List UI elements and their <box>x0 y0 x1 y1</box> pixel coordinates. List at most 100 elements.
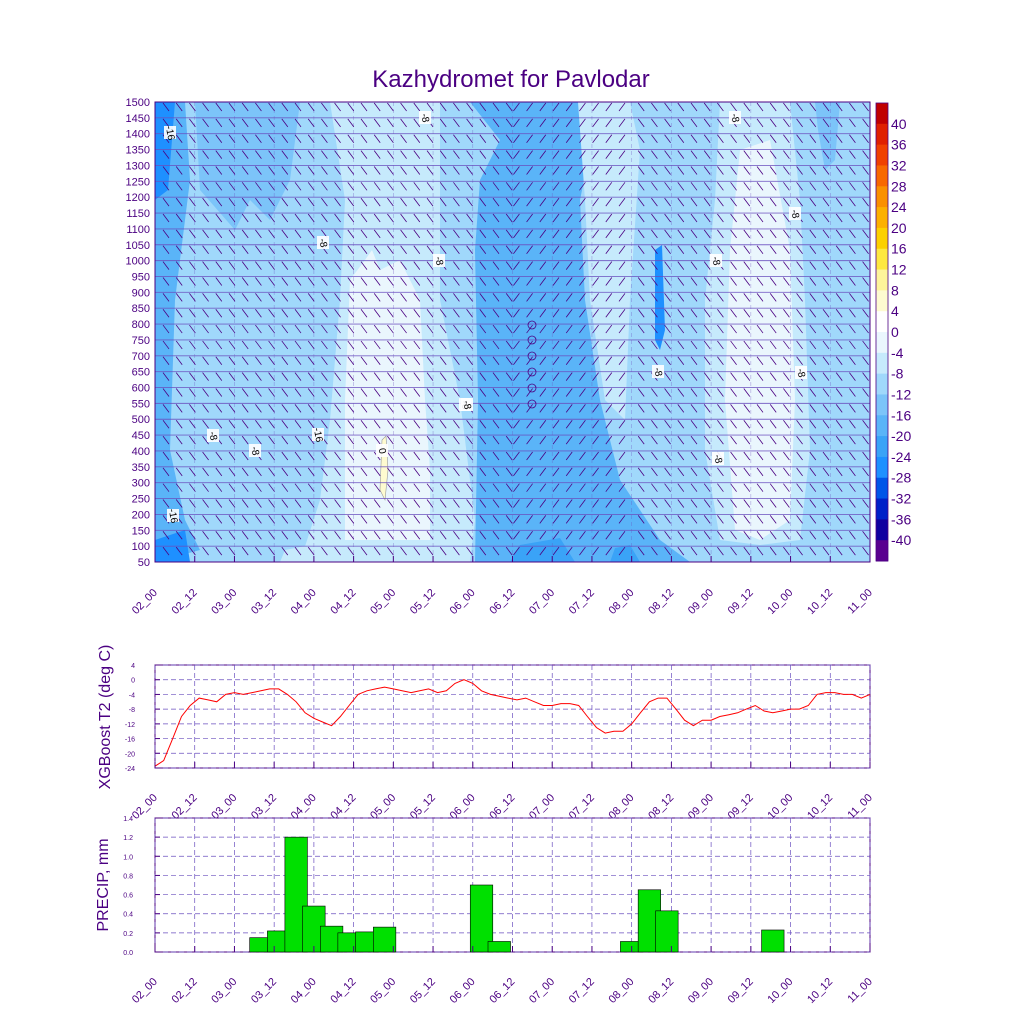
wind-barb <box>664 451 671 461</box>
wind-barb <box>769 467 777 477</box>
wind-barb <box>552 324 560 334</box>
wind-barb <box>703 182 711 191</box>
t2-y-tick-label: -20 <box>125 751 135 758</box>
wind-barb <box>618 150 626 159</box>
colorbar-frame <box>875 102 889 562</box>
wind-barb <box>162 197 170 207</box>
wind-barb <box>743 197 751 207</box>
wind-barb <box>202 340 209 350</box>
wind-barb <box>387 229 394 239</box>
wind-barb <box>730 182 737 191</box>
wind-barb <box>809 277 817 286</box>
wind-barb <box>783 324 790 334</box>
wind-barb <box>479 372 487 381</box>
wind-barb <box>605 435 613 445</box>
wind-barb <box>413 467 421 477</box>
wind-barb <box>592 388 599 397</box>
wind-barb <box>862 197 869 207</box>
precip-bar <box>469 884 494 953</box>
wind-barb <box>717 420 724 429</box>
wind-barb <box>835 197 843 207</box>
wind-barb <box>307 308 315 318</box>
wind-barb <box>552 483 560 492</box>
wind-barb <box>605 546 613 556</box>
wind-barb <box>717 102 724 112</box>
wind-barb <box>690 102 698 112</box>
colorbar-label: 12 <box>891 262 907 278</box>
wind-barb <box>215 531 223 540</box>
wind-barb <box>756 324 764 334</box>
calm-wind-circle <box>527 367 537 377</box>
wind-barb <box>294 182 302 191</box>
wind-barb <box>835 213 843 223</box>
wind-barb <box>321 213 328 223</box>
wind-barb <box>513 134 520 143</box>
wind-barb <box>202 546 209 556</box>
wind-barb <box>492 150 500 159</box>
wind-barb <box>439 229 447 239</box>
wind-barb <box>796 197 803 207</box>
wind-barb <box>334 420 341 429</box>
wind-barb <box>809 340 817 350</box>
wind-barb <box>526 293 533 302</box>
wind-barb <box>703 435 711 445</box>
wind-barb <box>202 404 209 413</box>
wind-barb <box>241 261 249 270</box>
y-tick-label: 600 <box>132 383 150 395</box>
wind-barb <box>618 531 626 540</box>
wind-barb <box>307 197 315 207</box>
wind-barb <box>334 404 341 413</box>
wind-barb <box>334 531 341 540</box>
wind-barb <box>189 293 196 302</box>
wind-barb <box>822 261 830 270</box>
colorbar-label: -20 <box>891 428 911 444</box>
wind-barb <box>703 451 711 461</box>
wind-barb <box>769 213 777 223</box>
wind-barb <box>651 213 658 223</box>
wind-barb <box>426 404 434 413</box>
wind-barb <box>400 467 407 477</box>
wind-barb <box>268 182 275 191</box>
wind-barb <box>539 229 547 239</box>
wind-barb <box>605 118 613 128</box>
wind-barb <box>513 515 520 524</box>
wind-barb <box>849 118 856 128</box>
wind-barb <box>228 245 236 254</box>
x-tick-label: 06_12 <box>487 587 517 617</box>
wind-barb <box>255 102 262 112</box>
wind-barb <box>730 277 737 286</box>
wind-barb <box>492 229 500 239</box>
wind-barb <box>255 118 262 128</box>
y-tick-label: 350 <box>132 462 150 474</box>
wind-barb <box>479 499 487 508</box>
wind-barb <box>513 150 520 159</box>
colorbar-swatch <box>876 519 888 541</box>
wind-barb <box>539 118 547 128</box>
wind-barb <box>637 182 645 191</box>
wind-barb <box>717 293 724 302</box>
wind-barb <box>255 261 262 270</box>
x-tick-label: 03_00 <box>209 792 239 822</box>
wind-barb <box>605 467 613 477</box>
wind-barb <box>730 435 737 445</box>
wind-barb <box>492 388 500 397</box>
wind-barb <box>552 546 560 556</box>
wind-barb <box>400 372 407 381</box>
x-tick-label: 06_00 <box>448 587 478 617</box>
wind-barb <box>552 134 560 143</box>
wind-barb <box>175 467 183 477</box>
wind-barb <box>730 356 737 366</box>
wind-barb <box>175 404 183 413</box>
wind-barb <box>703 150 711 159</box>
wind-barb <box>321 515 328 524</box>
wind-barb <box>605 404 613 413</box>
wind-barb <box>835 150 843 159</box>
wind-barb <box>439 435 447 445</box>
colorbar-swatch <box>876 540 888 562</box>
x-tick-label: 08_12 <box>646 792 676 822</box>
wind-barb <box>651 515 658 524</box>
wind-barb <box>189 451 196 461</box>
wind-barb <box>664 102 671 112</box>
wind-barb <box>809 324 817 334</box>
wind-barb <box>809 293 817 302</box>
